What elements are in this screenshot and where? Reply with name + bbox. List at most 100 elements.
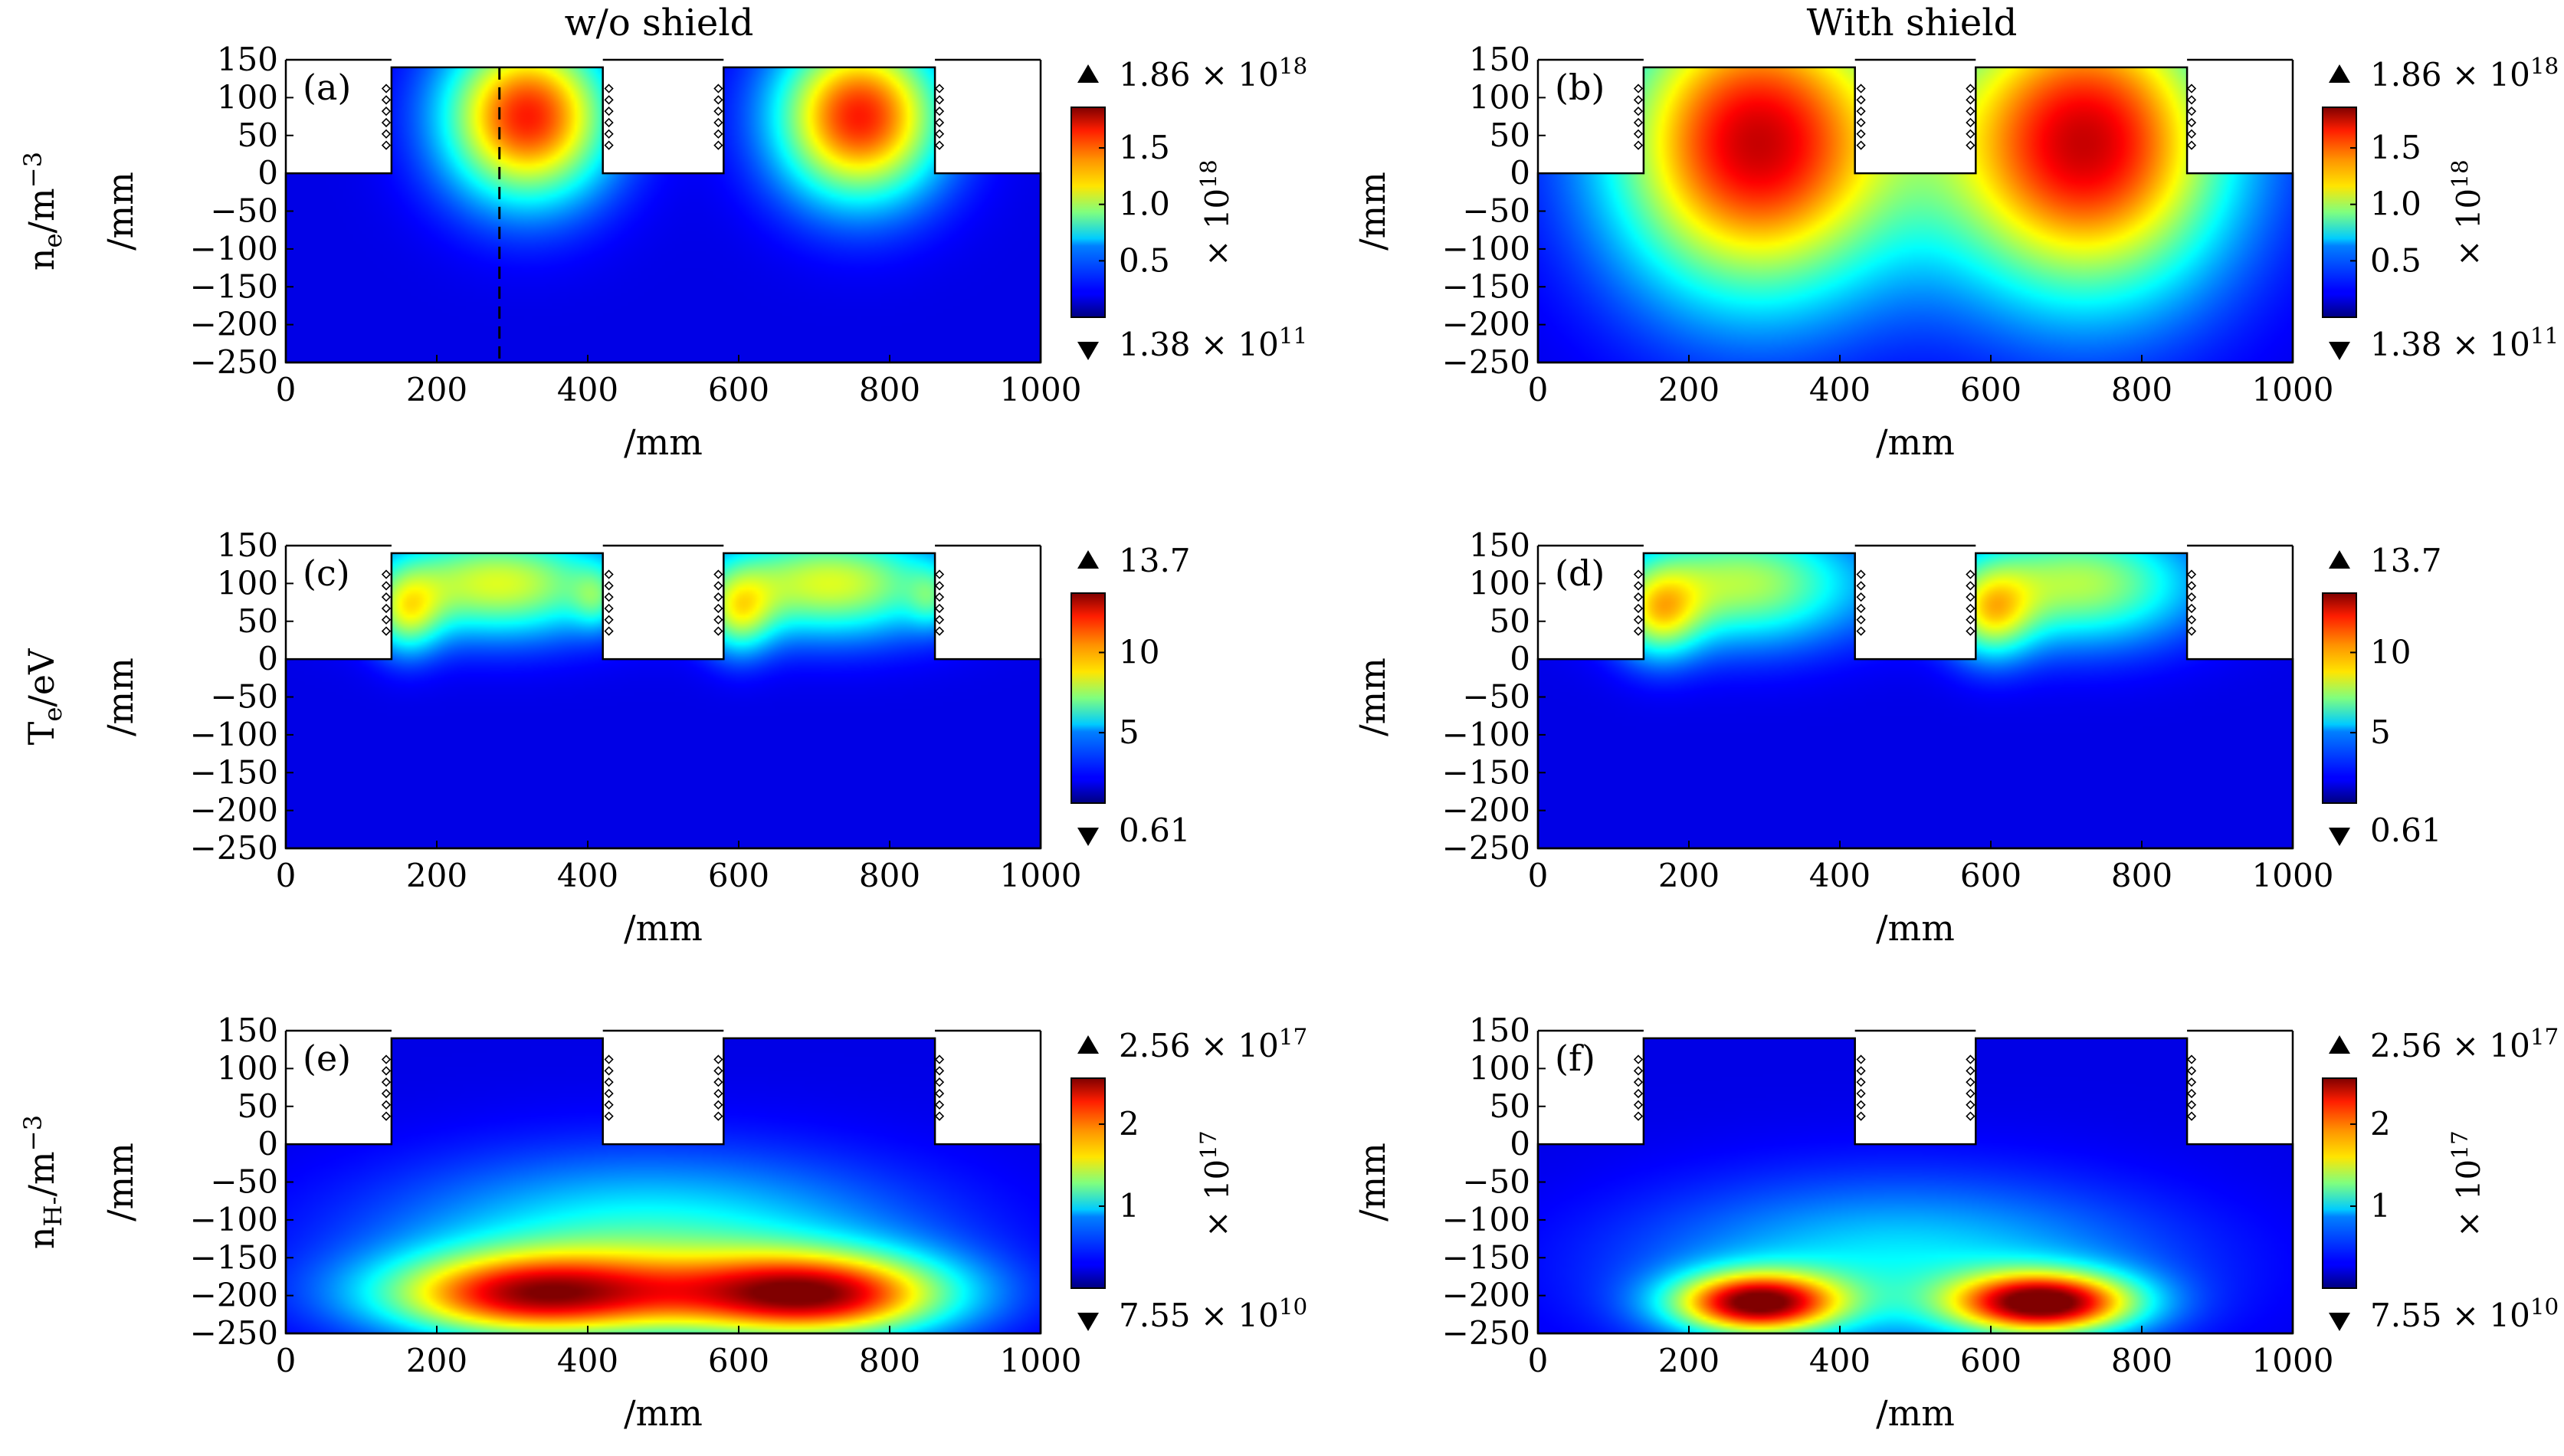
coil-marker — [713, 592, 723, 602]
colorbar-multiplier: × 1017 — [1195, 1130, 1236, 1237]
y-tick-label: −150 — [1442, 267, 1530, 305]
coil-marker — [604, 1088, 614, 1099]
coil-marker — [713, 581, 723, 591]
y-axis-label: /mm — [1352, 657, 1393, 736]
y-tick-label: 0 — [257, 640, 278, 677]
colorbar-max-label: 1.86 × 1018 — [2370, 53, 2559, 93]
y-tick-label: 150 — [1469, 1012, 1530, 1049]
y-tick-label: −50 — [1462, 192, 1530, 230]
x-tick-label: 1000 — [2252, 857, 2334, 894]
max-triangle-icon — [1077, 1035, 1099, 1054]
coil-marker — [1856, 1066, 1866, 1076]
coil-marker — [1856, 603, 1866, 614]
x-tick-label: 0 — [276, 1342, 297, 1379]
colorbar-c: 13.7 0.61 5 10 — [1071, 542, 1191, 849]
coil-marker — [713, 1054, 723, 1064]
coil-marker — [934, 626, 945, 636]
x-tick-label: 600 — [708, 371, 769, 408]
y-tick-label: −200 — [1442, 306, 1530, 343]
coil-marker — [1856, 581, 1866, 591]
colorbar-tick-label: 1.5 — [2370, 129, 2421, 166]
coil-marker — [1633, 1077, 1644, 1087]
y-tick-label: 100 — [1469, 564, 1530, 602]
y-tick-label: 100 — [217, 1049, 278, 1087]
coil-marker — [713, 95, 723, 105]
coil-marker — [934, 107, 945, 116]
x-tick-label: 400 — [557, 1342, 618, 1379]
coil-marker — [934, 581, 945, 591]
coil-marker — [1966, 615, 1975, 625]
min-triangle-icon — [2329, 342, 2350, 360]
coil-marker — [1633, 569, 1644, 579]
coil-marker — [2186, 569, 2197, 579]
colorbar-max-label: 1.86 × 1018 — [1119, 53, 1307, 93]
coil-marker — [1633, 1066, 1644, 1076]
quantity-label: Te/eV — [21, 648, 67, 745]
y-tick-label: −250 — [1442, 1314, 1530, 1352]
y-tick-label: 0 — [1510, 1125, 1530, 1163]
x-tick-label: 200 — [1658, 857, 1720, 894]
coil-marker — [713, 569, 723, 579]
max-triangle-icon — [1077, 550, 1099, 569]
coil-marker — [381, 1054, 392, 1064]
y-tick-label: −50 — [210, 678, 278, 716]
y-tick-label: −250 — [190, 343, 278, 381]
coil-marker — [713, 129, 723, 139]
y-axis-label: /mm — [1352, 1143, 1393, 1222]
coil-marker — [381, 569, 392, 579]
coil-marker — [604, 569, 614, 579]
y-tick-label: −200 — [190, 306, 278, 343]
coil-marker — [1633, 95, 1644, 105]
colorbar-gradient — [2322, 592, 2357, 804]
coil-marker — [713, 84, 723, 93]
min-triangle-icon — [2329, 1313, 2350, 1331]
min-triangle-icon — [1077, 1313, 1099, 1331]
y-tick-label: 100 — [1469, 78, 1530, 116]
colorbar-gradient — [1071, 107, 1106, 318]
y-tick-label: −150 — [1442, 753, 1530, 791]
coil-marker — [2186, 117, 2197, 128]
coil-marker — [713, 1077, 723, 1087]
x-axis-label: /mm — [624, 421, 703, 463]
coil-marker — [1856, 626, 1866, 636]
x-tick-label: 800 — [859, 857, 920, 894]
y-tick-label: −250 — [1442, 829, 1530, 867]
x-tick-label: 400 — [557, 857, 618, 894]
coil-marker — [934, 1100, 945, 1110]
x-axis-label: /mm — [624, 1392, 703, 1434]
coil-marker — [934, 84, 945, 93]
coil-marker — [604, 140, 614, 150]
coil-marker — [934, 129, 945, 139]
coil-marker — [381, 581, 392, 591]
colorbar-tick-label: 2 — [2370, 1105, 2391, 1143]
x-tick-label: 200 — [406, 1342, 467, 1379]
coil-marker — [2186, 129, 2197, 139]
y-tick-label: −100 — [1442, 230, 1530, 267]
y-tick-label: 150 — [1469, 526, 1530, 564]
coil-marker — [713, 107, 723, 116]
coil-marker — [1633, 626, 1644, 636]
colorbar-multiplier: × 1018 — [2447, 159, 2487, 266]
quantity-label: nH-/m−3 — [18, 1115, 67, 1249]
coil-marker — [1966, 140, 1975, 150]
coil-marker — [2186, 107, 2197, 116]
colorbar-tick-label: 5 — [1119, 713, 1139, 751]
coil-marker — [604, 107, 614, 116]
colorbar-tick-label: 0.5 — [2370, 241, 2421, 279]
coil-marker — [713, 615, 723, 625]
coil-marker — [934, 1111, 945, 1121]
coil-marker — [934, 1088, 945, 1099]
x-tick-label: 200 — [406, 857, 467, 894]
coil-marker — [1633, 84, 1644, 93]
x-tick-label: 200 — [406, 371, 467, 408]
panel-label: (d) — [1555, 553, 1605, 594]
min-triangle-icon — [1077, 342, 1099, 360]
coil-marker — [2186, 95, 2197, 105]
panel-label: (c) — [303, 553, 350, 594]
y-tick-label: 150 — [217, 1012, 278, 1049]
x-tick-label: 800 — [859, 371, 920, 408]
coil-marker — [381, 1111, 392, 1121]
coil-marker — [1633, 1111, 1644, 1121]
